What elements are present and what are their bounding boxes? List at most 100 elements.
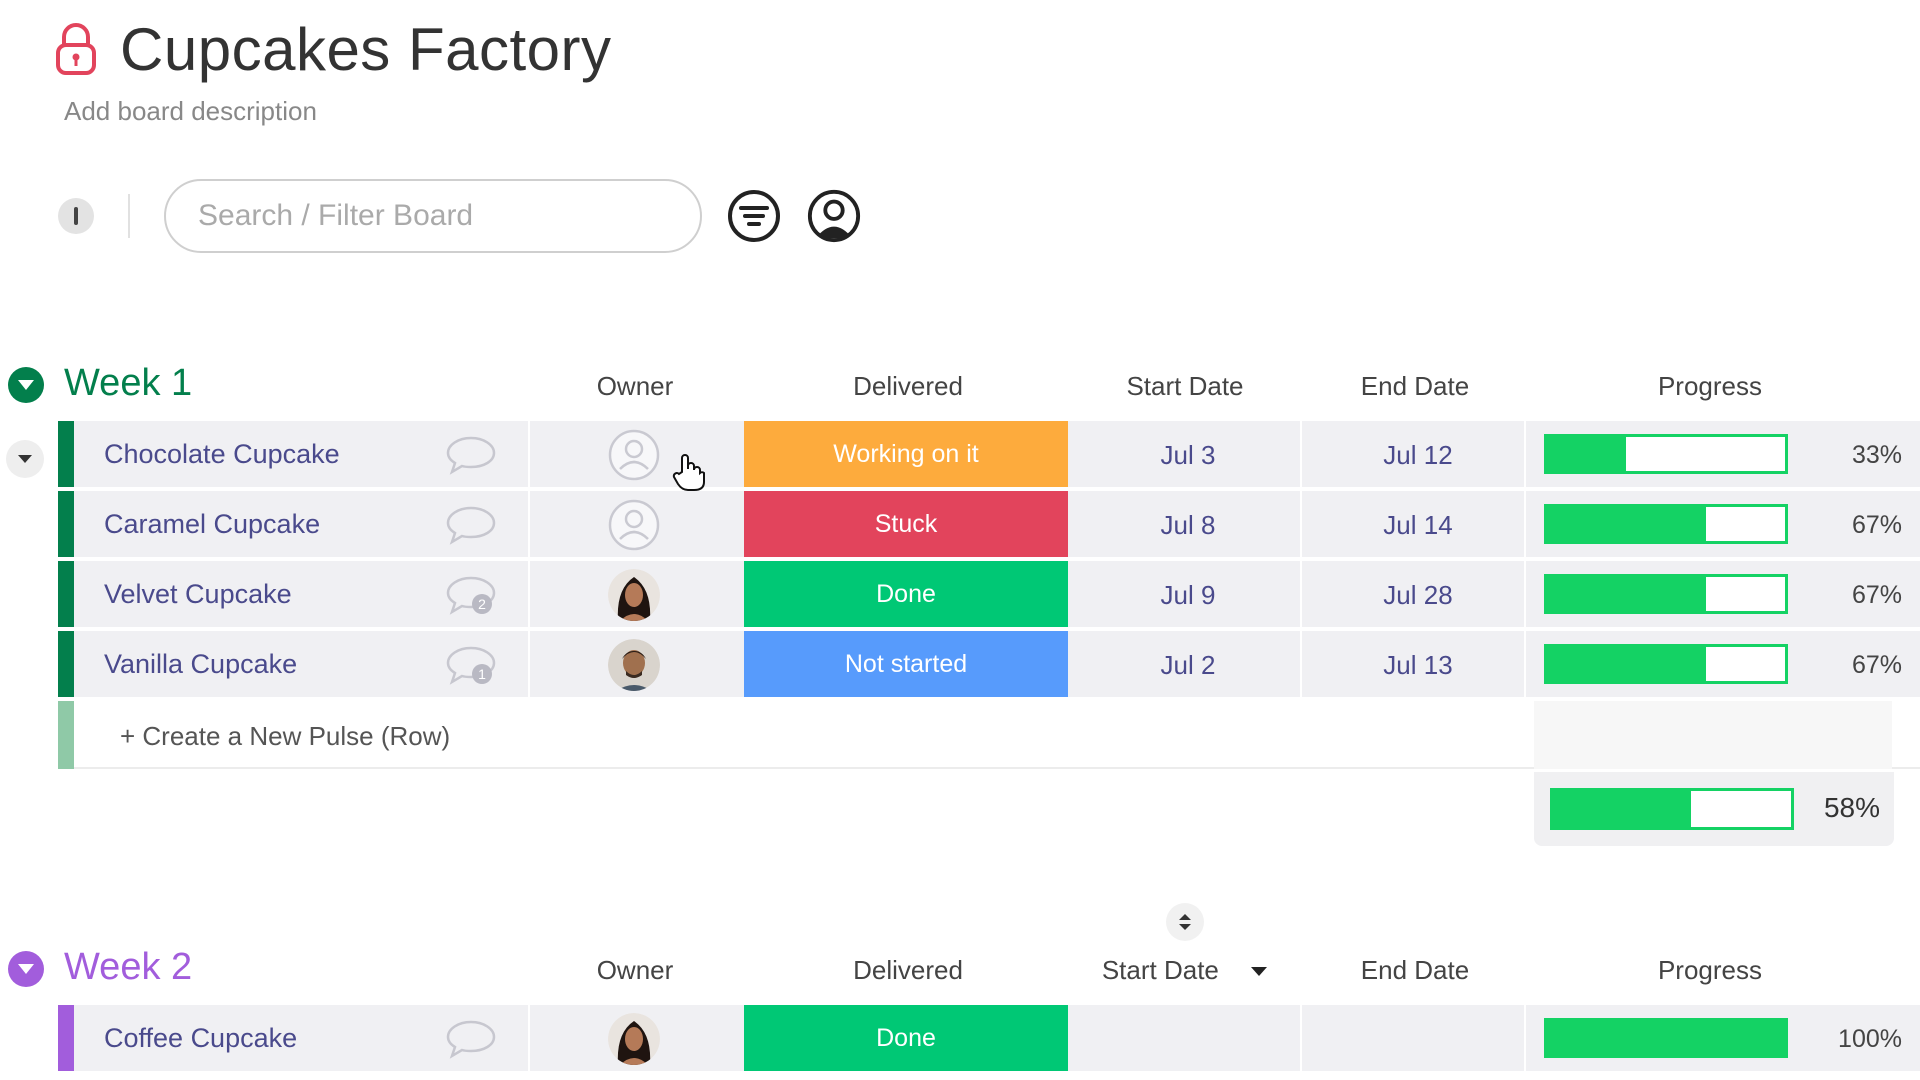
chat-bubble-icon[interactable] bbox=[444, 434, 498, 476]
group-collapse-button[interactable] bbox=[8, 951, 44, 987]
info-icon[interactable] bbox=[58, 198, 94, 234]
cell-separator bbox=[1300, 1005, 1302, 1071]
progress-percent: 100% bbox=[1838, 1025, 1902, 1053]
end-date-cell[interactable]: Jul 12 bbox=[1383, 440, 1453, 470]
sort-desc-icon[interactable] bbox=[1250, 966, 1268, 978]
create-new-row-label[interactable]: + Create a New Pulse (Row) bbox=[120, 721, 451, 751]
progress-bar bbox=[1544, 434, 1788, 474]
column-header-progress[interactable]: Progress bbox=[1657, 955, 1763, 985]
group-collapse-button[interactable] bbox=[8, 367, 44, 403]
cell-separator bbox=[528, 631, 530, 697]
table-row[interactable]: Chocolate Cupcake Working on it Jul 3 Ju… bbox=[58, 421, 1920, 487]
woman-avatar[interactable] bbox=[608, 569, 660, 621]
update-count: 1 bbox=[478, 666, 486, 682]
summary-progress-bar bbox=[1550, 788, 1794, 830]
row-color-stripe bbox=[58, 701, 74, 769]
column-header-delivered[interactable]: Delivered bbox=[853, 371, 963, 401]
person-filter-button[interactable] bbox=[806, 188, 862, 244]
cell-separator bbox=[1524, 631, 1526, 697]
sort-icon bbox=[1179, 914, 1191, 930]
cell-separator bbox=[528, 561, 530, 627]
column-header-end-date[interactable]: End Date bbox=[1360, 371, 1470, 401]
start-date-cell[interactable]: Jul 3 bbox=[1160, 440, 1216, 470]
column-header-progress[interactable]: Progress bbox=[1657, 371, 1763, 401]
search-input[interactable] bbox=[164, 179, 702, 253]
chat-bubble-icon[interactable]: 2 bbox=[444, 574, 498, 616]
table-row[interactable]: Velvet Cupcake 2 Done Jul 9 Jul 28 67% bbox=[58, 561, 1920, 627]
chevron-down-icon bbox=[18, 455, 32, 463]
group-title[interactable]: Week 2 bbox=[64, 946, 193, 988]
row-color-stripe bbox=[58, 1005, 74, 1071]
cell-separator bbox=[528, 491, 530, 557]
chat-bubble-icon[interactable]: 1 bbox=[444, 644, 498, 686]
cell-separator bbox=[1524, 1005, 1526, 1071]
sort-button[interactable] bbox=[1166, 903, 1204, 941]
chat-bubble-icon[interactable] bbox=[444, 1018, 498, 1060]
person-icon bbox=[807, 189, 861, 243]
progress-bar bbox=[1544, 574, 1788, 614]
table-row[interactable]: Vanilla Cupcake 1 Not started Jul 2 Jul … bbox=[58, 631, 1920, 697]
cell-separator bbox=[1300, 561, 1302, 627]
end-date-cell[interactable]: Jul 13 bbox=[1383, 650, 1453, 680]
end-date-cell[interactable]: Jul 28 bbox=[1383, 580, 1453, 610]
lock-icon bbox=[56, 23, 96, 75]
start-date-cell[interactable]: Jul 8 bbox=[1160, 510, 1216, 540]
create-new-row[interactable]: + Create a New Pulse (Row) bbox=[58, 701, 1920, 769]
filter-button[interactable] bbox=[726, 188, 782, 244]
start-date-cell[interactable]: Jul 2 bbox=[1160, 650, 1216, 680]
row-name[interactable]: Coffee Cupcake bbox=[104, 1023, 298, 1053]
row-name[interactable]: Velvet Cupcake bbox=[104, 579, 292, 609]
column-header-delivered[interactable]: Delivered bbox=[853, 955, 963, 985]
board-toolbar bbox=[58, 176, 862, 256]
update-count-badge bbox=[472, 664, 492, 684]
cell-separator bbox=[1300, 491, 1302, 557]
update-count: 2 bbox=[478, 596, 486, 612]
row-name[interactable]: Vanilla Cupcake bbox=[104, 649, 298, 679]
woman-avatar[interactable] bbox=[608, 1013, 660, 1065]
board-description[interactable]: Add board description bbox=[64, 96, 317, 126]
cell-separator bbox=[1300, 421, 1302, 487]
row-color-stripe bbox=[58, 421, 74, 487]
board-title[interactable]: Cupcakes Factory bbox=[120, 15, 612, 83]
column-header-owner[interactable]: Owner bbox=[596, 955, 674, 985]
progress-column-shade bbox=[1534, 701, 1892, 769]
column-header-start-date[interactable]: Start Date bbox=[1090, 955, 1280, 986]
filter-icon bbox=[728, 190, 780, 242]
column-header-owner[interactable]: Owner bbox=[596, 371, 674, 401]
summary-percent: 58% bbox=[1823, 792, 1880, 823]
progress-fill bbox=[1547, 1021, 1785, 1055]
cell-separator bbox=[1300, 631, 1302, 697]
start-date-cell[interactable]: Jul 9 bbox=[1160, 580, 1216, 610]
row-color-stripe bbox=[58, 561, 74, 627]
row-name[interactable]: Chocolate Cupcake bbox=[104, 439, 340, 469]
chat-bubble-icon[interactable] bbox=[444, 504, 498, 546]
table-row[interactable]: Coffee Cupcake Done 100% bbox=[58, 1005, 1920, 1071]
chevron-down-icon bbox=[18, 380, 34, 390]
row-collapse-button[interactable] bbox=[6, 440, 44, 478]
status-label[interactable]: Stuck bbox=[744, 491, 1068, 557]
group-title[interactable]: Week 1 bbox=[64, 362, 193, 404]
status-label[interactable]: Done bbox=[744, 1005, 1068, 1071]
group-week-2: Week 2 Owner Delivered Start Date End Da… bbox=[0, 932, 1920, 1002]
progress-bar bbox=[1544, 1018, 1788, 1058]
empty-owner-icon[interactable] bbox=[608, 499, 660, 551]
board-header: Cupcakes Factory bbox=[52, 14, 612, 84]
empty-owner-icon[interactable] bbox=[608, 429, 660, 481]
status-label[interactable]: Not started bbox=[744, 631, 1068, 697]
column-header-start-date[interactable]: Start Date bbox=[1126, 371, 1244, 401]
progress-fill bbox=[1547, 647, 1707, 681]
progress-bar bbox=[1544, 644, 1788, 684]
man-avatar[interactable] bbox=[608, 639, 660, 691]
end-date-cell[interactable]: Jul 14 bbox=[1383, 510, 1453, 540]
cell-separator bbox=[1524, 491, 1526, 557]
progress-percent: 67% bbox=[1851, 581, 1902, 609]
row-name[interactable]: Caramel Cupcake bbox=[104, 509, 321, 539]
hand-cursor-icon bbox=[672, 454, 705, 491]
status-label[interactable]: Done bbox=[744, 561, 1068, 627]
cell-separator bbox=[528, 1005, 530, 1071]
table-row[interactable]: Caramel Cupcake Stuck Jul 8 Jul 14 67% bbox=[58, 491, 1920, 557]
column-header-end-date[interactable]: End Date bbox=[1360, 955, 1470, 985]
status-label[interactable]: Working on it bbox=[744, 421, 1068, 487]
progress-fill bbox=[1547, 507, 1707, 541]
